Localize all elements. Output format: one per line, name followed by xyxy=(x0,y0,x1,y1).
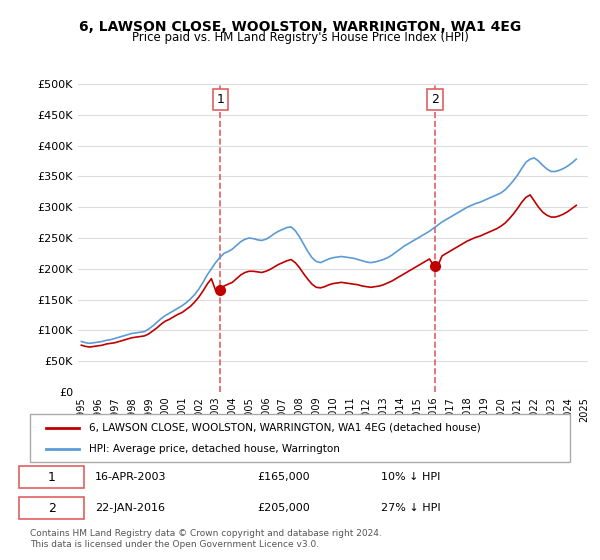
Text: 2: 2 xyxy=(47,502,56,515)
Text: 16-APR-2003: 16-APR-2003 xyxy=(95,473,166,482)
Text: 22-JAN-2016: 22-JAN-2016 xyxy=(95,503,165,513)
FancyBboxPatch shape xyxy=(30,414,570,462)
Text: 2: 2 xyxy=(431,93,439,106)
Text: 10% ↓ HPI: 10% ↓ HPI xyxy=(381,473,440,482)
Text: HPI: Average price, detached house, Warrington: HPI: Average price, detached house, Warr… xyxy=(89,444,340,454)
Text: 1: 1 xyxy=(47,471,56,484)
Text: Price paid vs. HM Land Registry's House Price Index (HPI): Price paid vs. HM Land Registry's House … xyxy=(131,31,469,44)
FancyBboxPatch shape xyxy=(19,466,84,488)
Text: 27% ↓ HPI: 27% ↓ HPI xyxy=(381,503,440,513)
Text: £205,000: £205,000 xyxy=(257,503,310,513)
Text: 6, LAWSON CLOSE, WOOLSTON, WARRINGTON, WA1 4EG: 6, LAWSON CLOSE, WOOLSTON, WARRINGTON, W… xyxy=(79,20,521,34)
FancyBboxPatch shape xyxy=(19,497,84,519)
Text: 1: 1 xyxy=(217,93,224,106)
Text: Contains HM Land Registry data © Crown copyright and database right 2024.
This d: Contains HM Land Registry data © Crown c… xyxy=(30,529,382,549)
Text: £165,000: £165,000 xyxy=(257,473,310,482)
Text: 6, LAWSON CLOSE, WOOLSTON, WARRINGTON, WA1 4EG (detached house): 6, LAWSON CLOSE, WOOLSTON, WARRINGTON, W… xyxy=(89,423,481,433)
